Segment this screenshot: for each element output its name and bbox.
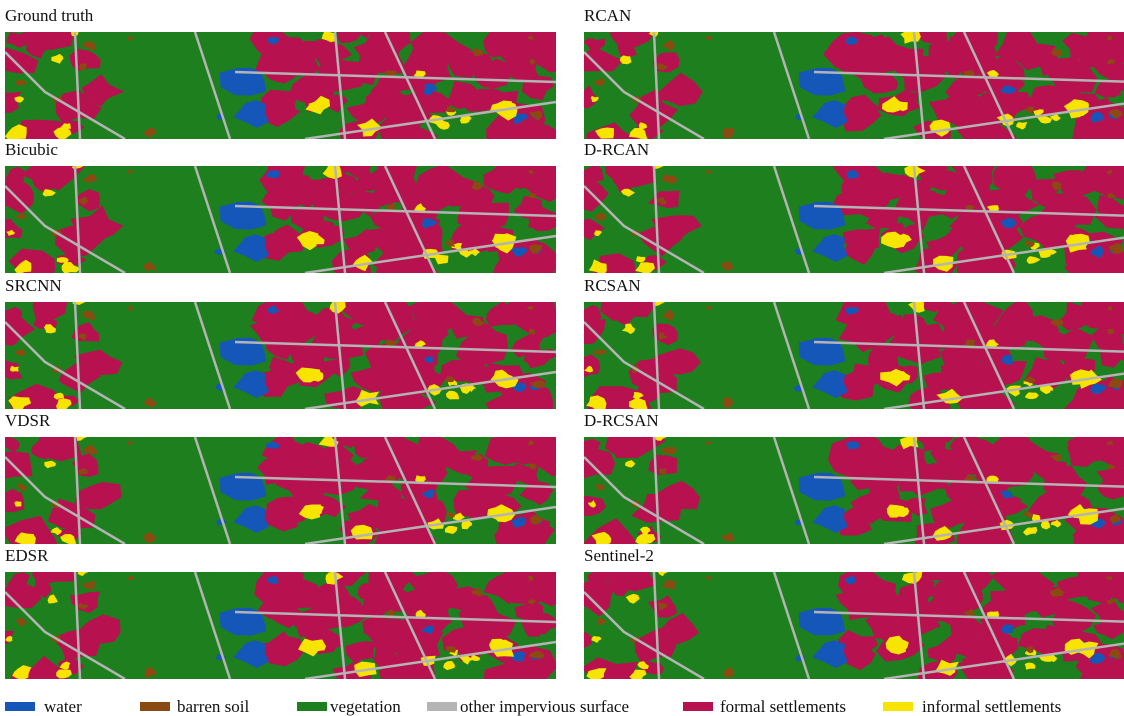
legend-label: water	[44, 697, 82, 716]
panel-title: Bicubic	[5, 140, 58, 159]
legend-swatch	[683, 702, 713, 711]
panel-title: SRCNN	[5, 276, 62, 295]
map-panel	[567, 417, 1124, 566]
map	[0, 151, 573, 292]
map	[560, 147, 1124, 296]
panel-title: VDSR	[5, 411, 51, 430]
informal-settlement	[8, 396, 31, 412]
map	[564, 549, 1124, 700]
map-panel	[0, 549, 565, 705]
formal-settlement	[345, 562, 366, 577]
panel-title: D-RCAN	[584, 140, 649, 159]
map	[0, 283, 570, 432]
map-panel	[0, 9, 575, 161]
legend-label: vegetation	[330, 697, 401, 716]
barren-soil	[659, 469, 667, 475]
legend-label: other impervious surface	[460, 697, 629, 716]
map-panel	[569, 8, 1124, 163]
map	[567, 417, 1124, 566]
map-panel	[569, 285, 1124, 432]
informal-settlement	[56, 399, 72, 412]
map-panel	[0, 283, 570, 432]
map-panel	[560, 147, 1124, 296]
legend-label: formal settlements	[720, 697, 846, 716]
figure: Ground truth RCAN Bicubic D-RCAN SRCNN RCSAN V…	[0, 0, 1124, 716]
map	[0, 549, 565, 705]
panel-title: RCAN	[584, 6, 631, 25]
map	[0, 416, 573, 562]
panel-title: Sentinel-2	[584, 546, 654, 565]
legend-swatch	[883, 702, 913, 711]
legend-swatch	[427, 702, 457, 711]
legend-swatch	[5, 702, 35, 711]
map-panel	[0, 151, 573, 292]
map-panel	[0, 416, 573, 562]
panel-title: RCSAN	[584, 276, 641, 295]
legend-label: informal settlements	[922, 697, 1061, 716]
map	[569, 8, 1124, 163]
legend-label: barren soil	[177, 697, 250, 716]
formal-settlement	[0, 451, 33, 480]
panel-title: D-RCSAN	[584, 411, 659, 430]
legend-swatch	[297, 702, 327, 711]
map	[569, 285, 1124, 432]
map-panel	[564, 549, 1124, 700]
map	[0, 9, 575, 161]
legend-swatch	[140, 702, 170, 711]
panel-title: Ground truth	[5, 6, 94, 25]
panel-title: EDSR	[5, 546, 49, 565]
